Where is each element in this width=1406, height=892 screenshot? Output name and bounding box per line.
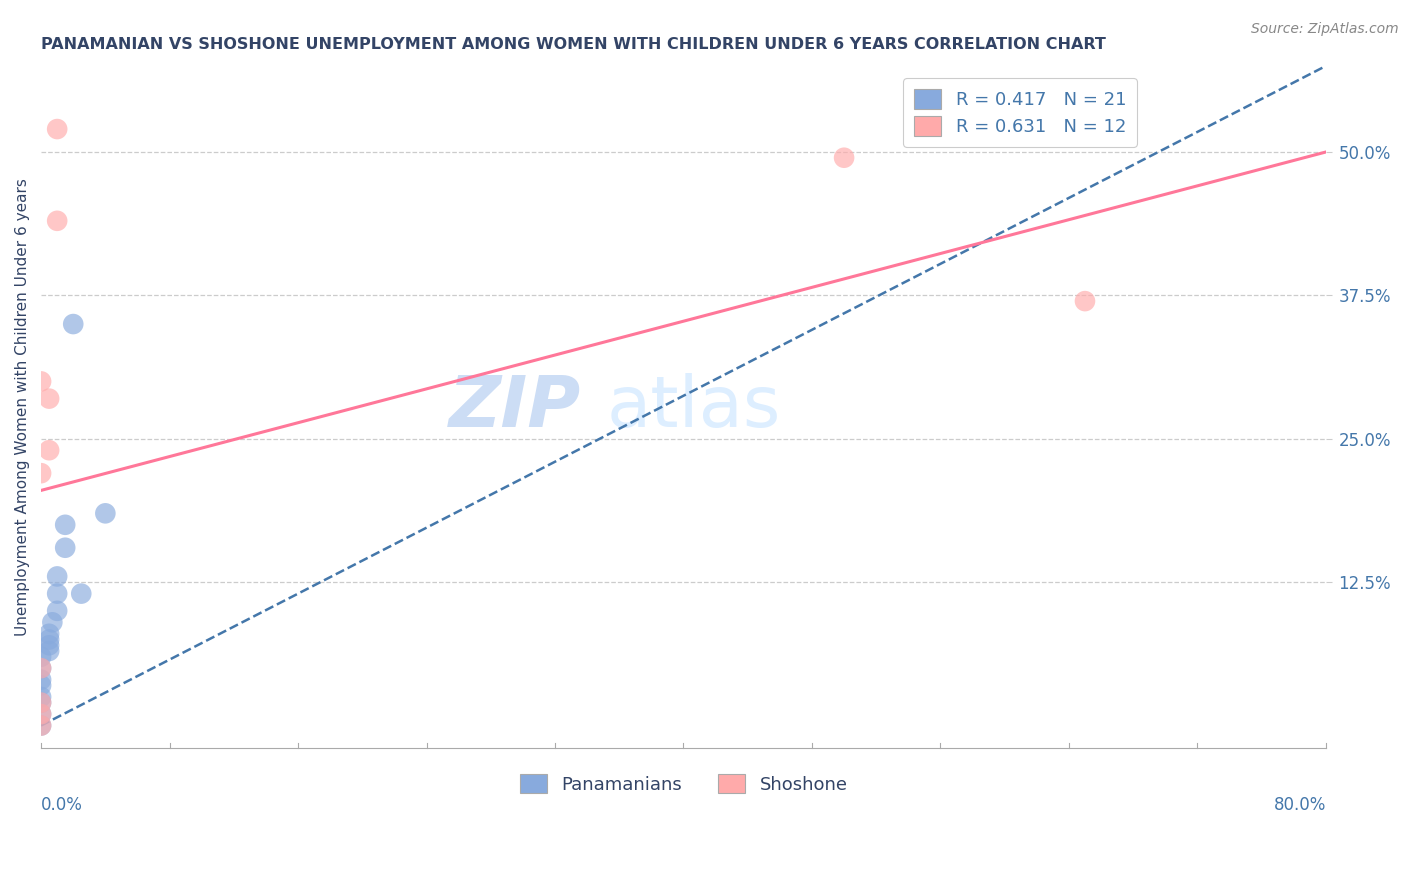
Point — [30, 661, 52, 675]
Y-axis label: Unemployment Among Women with Children Under 6 years: Unemployment Among Women with Children U… — [15, 178, 30, 636]
Point — [46, 122, 69, 136]
Point — [38, 644, 60, 658]
Point — [30, 690, 52, 704]
Point — [30, 673, 52, 687]
Point — [832, 151, 855, 165]
Text: Source: ZipAtlas.com: Source: ZipAtlas.com — [1251, 22, 1399, 37]
Point — [70, 586, 93, 600]
Point — [38, 632, 60, 647]
Point — [94, 506, 117, 520]
Point — [30, 649, 52, 664]
Text: 80.0%: 80.0% — [1274, 797, 1326, 814]
Point — [30, 696, 52, 710]
Point — [30, 678, 52, 692]
Point — [41, 615, 63, 630]
Point — [46, 214, 69, 228]
Point — [38, 638, 60, 652]
Point — [30, 707, 52, 722]
Point — [38, 392, 60, 406]
Point — [62, 317, 84, 331]
Legend: Panamanians, Shoshone: Panamanians, Shoshone — [512, 766, 855, 801]
Text: atlas: atlas — [606, 373, 780, 442]
Point — [30, 375, 52, 389]
Text: ZIP: ZIP — [449, 373, 581, 442]
Text: 0.0%: 0.0% — [41, 797, 83, 814]
Point — [30, 661, 52, 675]
Point — [53, 541, 76, 555]
Point — [46, 569, 69, 583]
Text: PANAMANIAN VS SHOSHONE UNEMPLOYMENT AMONG WOMEN WITH CHILDREN UNDER 6 YEARS CORR: PANAMANIAN VS SHOSHONE UNEMPLOYMENT AMON… — [41, 37, 1107, 53]
Point — [38, 443, 60, 458]
Point — [30, 718, 52, 732]
Point — [30, 696, 52, 710]
Point — [1074, 294, 1097, 309]
Point — [46, 586, 69, 600]
Point — [30, 707, 52, 722]
Point — [46, 604, 69, 618]
Point — [38, 627, 60, 641]
Point — [30, 466, 52, 480]
Point — [30, 718, 52, 732]
Point — [53, 517, 76, 532]
